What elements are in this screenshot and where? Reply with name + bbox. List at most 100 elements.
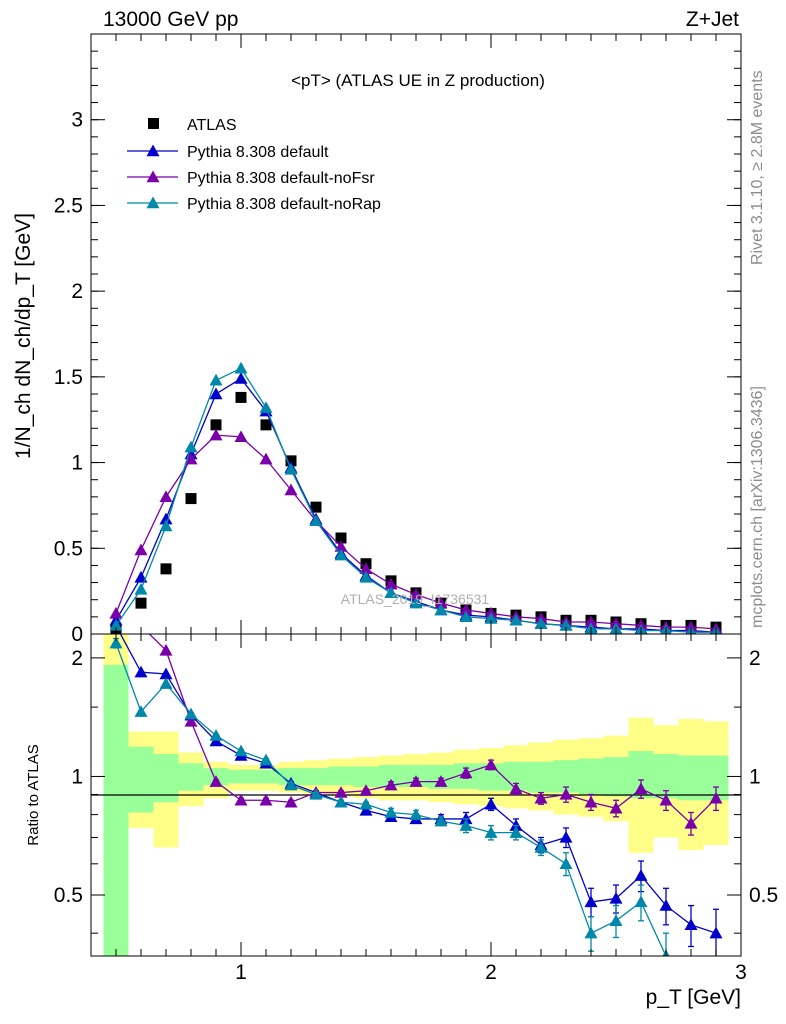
ratio-y-axis-label: Ratio to ATLAS xyxy=(25,744,42,845)
data-point xyxy=(234,430,248,443)
ratio-data-layer xyxy=(109,634,723,956)
ratio-point xyxy=(184,707,198,720)
data-point xyxy=(285,455,297,467)
data-point xyxy=(210,419,222,431)
uncertainty-band-inner xyxy=(578,758,604,795)
mcplots-label: mcplots.cern.ch [arXiv:1306.3436] xyxy=(749,386,766,628)
ratio-point xyxy=(659,899,673,911)
main-panel: 0 0.5 1 1.5 2 2.5 3 ATLAS_2019_I1736531 <pT> (… xyxy=(12,33,742,646)
ratio-point xyxy=(609,891,623,904)
data-point xyxy=(359,570,373,583)
ratio-point xyxy=(409,808,423,820)
ratio-point xyxy=(309,787,323,800)
ratio-point xyxy=(384,778,398,791)
ratio-point xyxy=(234,793,248,806)
data-point xyxy=(559,618,573,631)
y-tick-label: 0 xyxy=(71,623,83,646)
ratio-point xyxy=(284,795,298,808)
data-point xyxy=(209,373,223,386)
ratio-y-tick-label-right: 0.5 xyxy=(749,884,778,907)
uncertainty-band-inner xyxy=(103,664,129,956)
y-tick-label: 2.5 xyxy=(54,194,83,217)
uncertainty-band-inner xyxy=(228,769,254,784)
data-point xyxy=(434,603,448,616)
ratio-point xyxy=(659,793,673,806)
ratio-y-tick-label-right: 2 xyxy=(749,647,761,670)
ratio-ticks: 0.5 0.5 1 1 2 2 1 2 3 xyxy=(54,634,778,984)
ratio-point xyxy=(259,793,273,806)
ratio-point xyxy=(559,830,573,843)
data-point xyxy=(335,532,347,544)
legend-marker xyxy=(146,170,160,183)
ratio-point xyxy=(484,758,498,771)
y-tick-label: 3 xyxy=(71,109,83,132)
ratio-point xyxy=(459,819,473,831)
data-point xyxy=(459,610,473,623)
ratio-point xyxy=(534,791,548,804)
y-tick-label: 0.5 xyxy=(54,537,83,560)
ratio-point xyxy=(259,753,273,766)
data-point xyxy=(184,440,198,453)
data-point xyxy=(209,387,223,400)
data-point xyxy=(259,452,273,465)
uncertainty-band-inner xyxy=(278,768,304,786)
data-point xyxy=(184,452,198,465)
ratio-point xyxy=(709,926,723,939)
ratio-point xyxy=(284,778,298,791)
uncertainty-band-inner xyxy=(128,746,154,813)
uncertainty-band-inner xyxy=(178,763,204,791)
data-point xyxy=(159,519,173,532)
legend-marker xyxy=(146,196,160,209)
data-point xyxy=(284,483,298,496)
data-point xyxy=(409,596,423,609)
header-energy: 13000 GeV pp xyxy=(103,8,238,31)
y-axis-label: 1/N_ch dN_ch/dp_T [GeV] xyxy=(12,213,35,459)
ratio-point xyxy=(684,918,698,931)
rivet-version-label: Rivet 3.1.10, ≥ 2.8M events xyxy=(749,70,766,265)
ratio-series-noFsr xyxy=(148,634,723,836)
ratio-panel: 0.5 0.5 1 1 2 2 1 2 3 Ratio to ATLAS p_T [GeV] xyxy=(25,633,778,1009)
ratio-point xyxy=(709,791,723,804)
legend: ATLAS Pythia 8.308 default Pythia 8.308 de… xyxy=(127,117,381,213)
uncertainty-band-inner xyxy=(378,764,404,788)
uncertainty-band-inner xyxy=(328,766,354,786)
data-point xyxy=(160,563,172,575)
data-point xyxy=(159,512,173,525)
ratio-point xyxy=(159,677,173,689)
data-point xyxy=(134,543,148,556)
ratio-point xyxy=(409,775,423,787)
data-point xyxy=(260,419,272,431)
ratio-point xyxy=(209,775,223,787)
ratio-point xyxy=(484,797,498,810)
data-point xyxy=(109,618,123,631)
uncertainty-band-inner xyxy=(353,766,379,788)
header-process: Z+Jet xyxy=(686,8,739,31)
ratio-y-tick-label: 1 xyxy=(71,765,83,788)
ratio-point xyxy=(209,729,223,741)
analysis-watermark: ATLAS_2019_I1736531 xyxy=(341,591,490,607)
data-point xyxy=(134,582,148,595)
ratio-point xyxy=(584,895,598,908)
ratio-point xyxy=(159,667,173,680)
ratio-point xyxy=(234,744,248,757)
data-point xyxy=(235,391,247,403)
ratio-point xyxy=(584,795,598,808)
ratio-point xyxy=(609,801,623,814)
data-point xyxy=(334,548,348,561)
ratio-point xyxy=(534,841,548,853)
uncertainty-band-inner xyxy=(303,768,329,786)
data-point xyxy=(284,462,298,475)
legend-marker xyxy=(146,144,160,157)
plot-title: <pT> (ATLAS UE in Z production) xyxy=(291,71,545,90)
data-point xyxy=(384,577,398,590)
y-tick-label: 2 xyxy=(71,280,83,303)
x-axis-label: p_T [GeV] xyxy=(646,986,741,1009)
ratio-y-tick-label: 0.5 xyxy=(54,884,83,907)
data-point xyxy=(185,493,197,505)
ratio-point xyxy=(634,782,648,795)
ratio-point xyxy=(559,787,573,800)
data-point xyxy=(334,540,348,552)
ratio-point xyxy=(359,803,373,816)
uncertainty-band-inner xyxy=(528,761,554,793)
